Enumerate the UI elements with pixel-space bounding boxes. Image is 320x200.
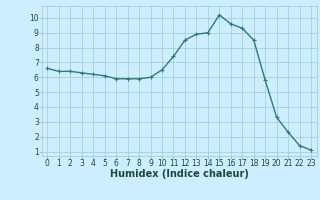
X-axis label: Humidex (Indice chaleur): Humidex (Indice chaleur) bbox=[110, 169, 249, 179]
